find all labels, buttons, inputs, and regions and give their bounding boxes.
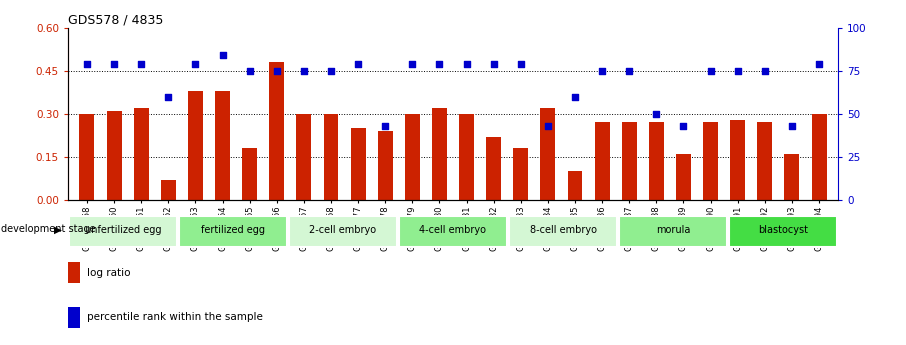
Text: 4-cell embryo: 4-cell embryo bbox=[419, 226, 487, 235]
Bar bbox=[178, 216, 287, 247]
Text: 2-cell embryo: 2-cell embryo bbox=[310, 226, 377, 235]
Bar bbox=[459, 114, 474, 200]
Point bbox=[785, 123, 799, 129]
Point bbox=[703, 68, 718, 73]
Text: 8-cell embryo: 8-cell embryo bbox=[529, 226, 596, 235]
Bar bbox=[161, 180, 176, 200]
Bar bbox=[567, 171, 583, 200]
Bar bbox=[378, 131, 392, 200]
Text: ▶: ▶ bbox=[53, 225, 62, 234]
Bar bbox=[289, 216, 397, 247]
Bar bbox=[812, 114, 826, 200]
Point bbox=[514, 61, 528, 67]
Point bbox=[134, 61, 149, 67]
Bar bbox=[323, 114, 339, 200]
Bar bbox=[622, 122, 637, 200]
Point bbox=[243, 68, 257, 73]
Bar bbox=[134, 108, 149, 200]
Point bbox=[296, 68, 311, 73]
Text: unfertilized egg: unfertilized egg bbox=[84, 226, 161, 235]
Point bbox=[378, 123, 392, 129]
Bar bbox=[215, 91, 230, 200]
Point bbox=[595, 68, 610, 73]
Point bbox=[323, 68, 338, 73]
Point bbox=[812, 61, 826, 67]
Bar bbox=[80, 114, 94, 200]
Text: fertilized egg: fertilized egg bbox=[201, 226, 265, 235]
Point bbox=[80, 61, 94, 67]
Bar bbox=[728, 216, 837, 247]
Point bbox=[622, 68, 637, 73]
Bar bbox=[351, 128, 365, 200]
Bar bbox=[487, 137, 501, 200]
Bar bbox=[399, 216, 507, 247]
Bar bbox=[703, 122, 718, 200]
Point bbox=[351, 61, 365, 67]
Bar bbox=[785, 154, 799, 200]
Bar bbox=[649, 122, 664, 200]
Bar bbox=[242, 148, 257, 200]
Point bbox=[161, 94, 176, 99]
Point bbox=[676, 123, 690, 129]
Bar bbox=[514, 148, 528, 200]
Bar bbox=[405, 114, 419, 200]
Point bbox=[730, 68, 745, 73]
Bar bbox=[107, 111, 121, 200]
Point bbox=[541, 123, 555, 129]
Bar bbox=[676, 154, 691, 200]
Point bbox=[432, 61, 447, 67]
Bar bbox=[296, 114, 312, 200]
Point bbox=[568, 94, 583, 99]
Bar bbox=[432, 108, 447, 200]
Bar bbox=[541, 108, 555, 200]
Bar bbox=[757, 122, 772, 200]
Text: morula: morula bbox=[656, 226, 690, 235]
Point bbox=[269, 68, 284, 73]
Bar bbox=[69, 216, 178, 247]
Bar bbox=[619, 216, 728, 247]
Bar bbox=[730, 120, 745, 200]
Point bbox=[216, 52, 230, 58]
Point bbox=[405, 61, 419, 67]
Text: development stage: development stage bbox=[1, 225, 95, 234]
Point bbox=[107, 61, 121, 67]
Point bbox=[487, 61, 501, 67]
Point bbox=[459, 61, 474, 67]
Point bbox=[649, 111, 663, 117]
Bar bbox=[269, 62, 284, 200]
Text: GDS578 / 4835: GDS578 / 4835 bbox=[68, 13, 163, 27]
Text: percentile rank within the sample: percentile rank within the sample bbox=[87, 313, 263, 322]
Bar bbox=[594, 122, 610, 200]
Bar bbox=[188, 91, 203, 200]
Bar bbox=[509, 216, 617, 247]
Text: blastocyst: blastocyst bbox=[758, 226, 808, 235]
Point bbox=[188, 61, 203, 67]
Point bbox=[757, 68, 772, 73]
Text: log ratio: log ratio bbox=[87, 268, 130, 277]
